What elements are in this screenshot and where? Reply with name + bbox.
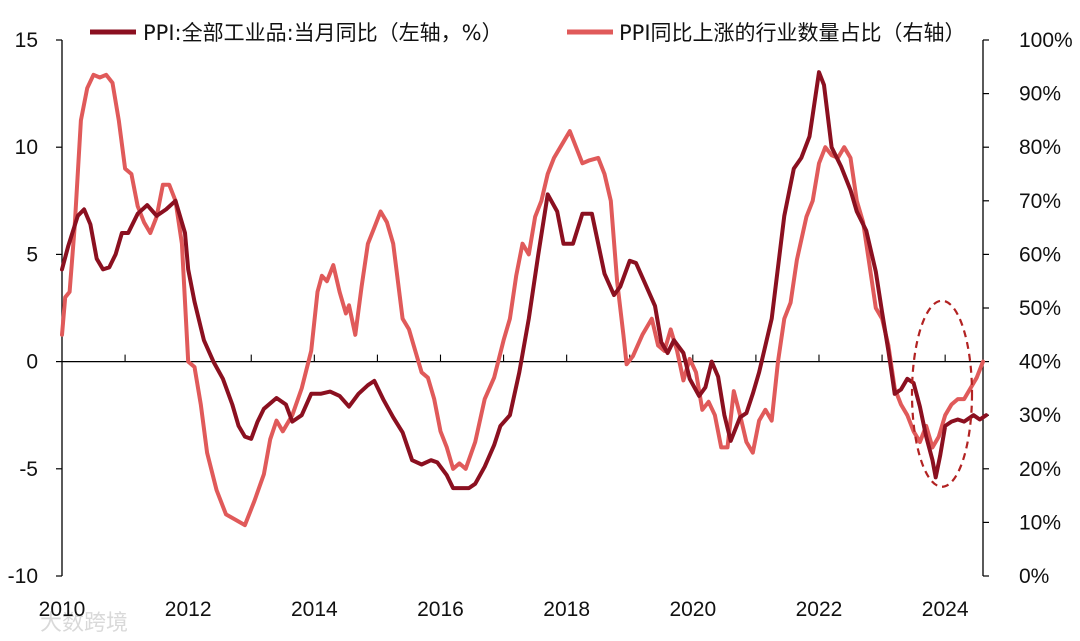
chart-axes: 大数跨境 15 10 5 0 -5 -10 100% 90% 80% 70% 60% 50% 40% 30%… [8,29,1073,636]
annotation-dashed-ellipse [910,299,974,488]
y-left-tick-label: -10 [8,565,38,588]
y-right-tick-label: 30% [1019,404,1061,427]
x-tick-label: 2010 [39,598,86,621]
x-tick-label: 2018 [543,598,590,621]
y-left-tick-label: 10 [15,136,38,159]
y-right-tick-label: 100% [1019,29,1073,52]
x-tick-label: 2016 [417,598,464,621]
x-tick-label: 2014 [291,598,338,621]
y-right-tick-label: 10% [1019,511,1061,534]
legend-label: PPI同比上涨的行业数量占比（右轴） [619,21,966,45]
x-tick-label: 2020 [669,598,716,621]
x-tick-label: 2012 [165,598,212,621]
y-right-tick-label: 40% [1019,351,1061,374]
y-right-tick-label: 90% [1019,83,1061,106]
y-left-tick-label: 15 [15,29,38,52]
chart-legend: PPI:全部工业品:当月同比（左轴，%） PPI同比上涨的行业数量占比（右轴） [90,21,966,45]
x-tick-label: 2022 [796,598,843,621]
series-line-industry-share [60,72,985,528]
series-line-ppi-yoy [60,70,989,491]
y-left-tick-label: 0 [26,351,38,374]
y-right-tick-label: 0% [1019,565,1049,588]
chart-series [60,70,989,528]
y-left-tick-label: 5 [26,243,38,266]
y-left-tick-label: -5 [19,458,38,481]
chart-annotations [910,299,974,488]
legend-label: PPI:全部工业品:当月同比（左轴，%） [143,21,503,45]
x-tick-label: 2024 [922,598,969,621]
y-right-tick-label: 20% [1019,458,1061,481]
watermark-text: 大数跨境 [40,611,128,636]
y-right-tick-label: 80% [1019,136,1061,159]
y-right-tick-label: 50% [1019,297,1061,320]
y-right-tick-label: 60% [1019,243,1061,266]
y-right-tick-label: 70% [1019,190,1061,213]
